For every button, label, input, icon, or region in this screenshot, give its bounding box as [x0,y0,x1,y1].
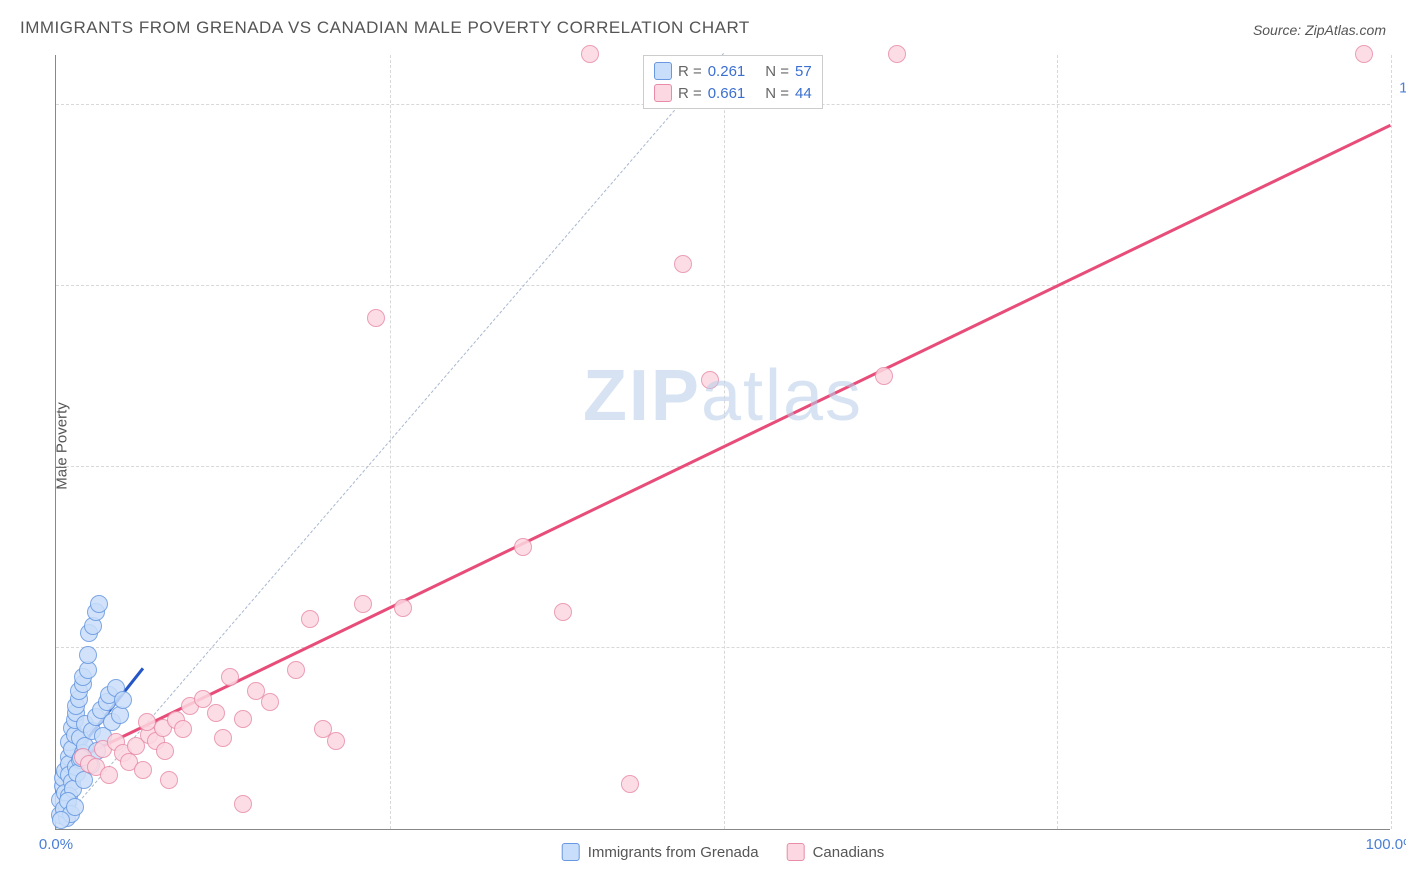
scatter-point [234,795,252,813]
gridline-vertical [390,55,391,829]
scatter-point [221,668,239,686]
scatter-point [888,45,906,63]
x-tick-label: 0.0% [39,836,73,853]
legend-item-series1: Immigrants from Grenada [562,843,759,861]
x-tick-label: 100.0% [1366,836,1406,853]
gridline-vertical [1057,55,1058,829]
legend-label-series1: Immigrants from Grenada [588,844,759,861]
scatter-chart: ZIPatlas 25.0%50.0%75.0%100.0%0.0%100.0%… [55,55,1390,830]
scatter-point [354,595,372,613]
gridline-vertical [724,55,725,829]
scatter-point [194,690,212,708]
scatter-point [875,367,893,385]
legend-swatch-icon [562,843,580,861]
scatter-point [581,45,599,63]
scatter-point [327,732,345,750]
legend-item-series2: Canadians [787,843,885,861]
r-label: R = [678,63,702,80]
scatter-point [287,661,305,679]
scatter-point [234,710,252,728]
r-value-series1: 0.261 [708,63,746,80]
r-label: R = [678,85,702,102]
n-value-series1: 57 [795,63,812,80]
trend-line-series2 [69,124,1392,764]
gridline-vertical [1391,55,1392,829]
r-value-series2: 0.661 [708,85,746,102]
legend-swatch-series2 [654,84,672,102]
scatter-point [674,255,692,273]
n-value-series2: 44 [795,85,812,102]
scatter-point [52,811,70,829]
scatter-point [100,766,118,784]
scatter-point [174,720,192,738]
legend-swatch-icon [787,843,805,861]
y-tick-label: 50.0% [1395,441,1406,458]
scatter-point [301,610,319,628]
correlation-legend: R = 0.261 N = 57 R = 0.661 N = 44 [643,55,823,109]
n-label: N = [765,63,789,80]
legend-label-series2: Canadians [813,844,885,861]
legend-swatch-series1 [654,62,672,80]
series-legend: Immigrants from Grenada Canadians [562,843,885,861]
scatter-point [554,603,572,621]
scatter-point [214,729,232,747]
scatter-point [207,704,225,722]
scatter-point [90,595,108,613]
scatter-point [114,691,132,709]
n-label: N = [765,85,789,102]
scatter-point [261,693,279,711]
scatter-point [156,742,174,760]
legend-row-series1: R = 0.261 N = 57 [654,60,812,82]
y-tick-label: 100.0% [1395,79,1406,96]
y-tick-label: 75.0% [1395,260,1406,277]
scatter-point [138,713,156,731]
y-tick-label: 25.0% [1395,622,1406,639]
scatter-point [701,371,719,389]
scatter-point [621,775,639,793]
source-attribution: Source: ZipAtlas.com [1253,22,1386,38]
scatter-point [394,599,412,617]
scatter-point [79,646,97,664]
scatter-point [1355,45,1373,63]
scatter-point [160,771,178,789]
scatter-point [514,538,532,556]
scatter-point [134,761,152,779]
chart-title: IMMIGRANTS FROM GRENADA VS CANADIAN MALE… [20,18,750,38]
scatter-point [367,309,385,327]
scatter-point [66,798,84,816]
legend-row-series2: R = 0.661 N = 44 [654,82,812,104]
